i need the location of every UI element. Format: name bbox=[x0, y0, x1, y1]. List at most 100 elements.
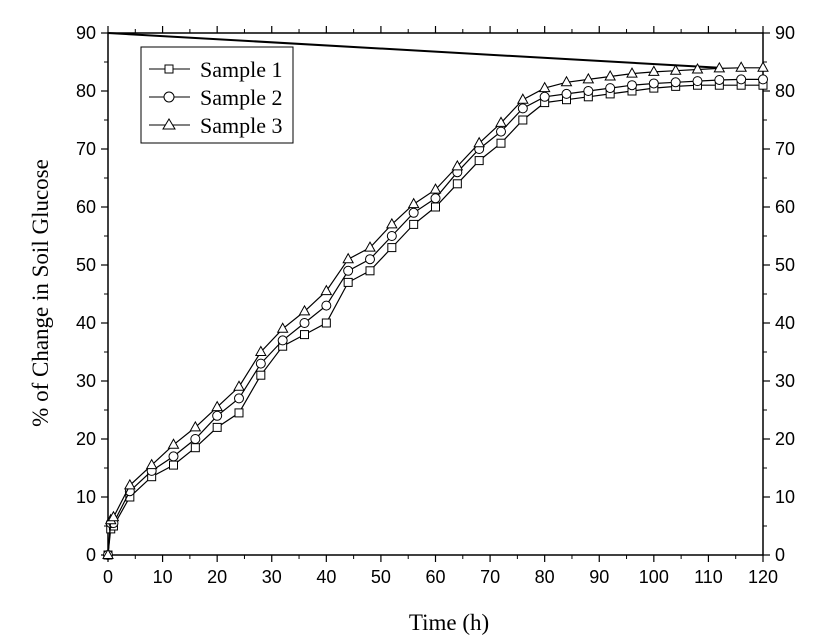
legend-label-sample-1: Sample 1 bbox=[200, 57, 283, 82]
data-point bbox=[343, 277, 353, 287]
data-point bbox=[342, 252, 355, 264]
data-point bbox=[276, 322, 289, 333]
x-tick-label: 30 bbox=[262, 567, 282, 587]
data-point bbox=[627, 80, 637, 91]
data-point bbox=[168, 451, 179, 462]
data-point bbox=[255, 358, 266, 369]
data-point bbox=[386, 231, 397, 241]
data-point bbox=[451, 159, 464, 171]
x-tick-label: 90 bbox=[589, 567, 609, 587]
y-tick-label: 40 bbox=[76, 313, 96, 333]
data-point bbox=[517, 103, 528, 114]
y-tick-label: 10 bbox=[76, 487, 96, 507]
data-point bbox=[474, 156, 484, 166]
data-point bbox=[538, 81, 551, 93]
data-point bbox=[691, 63, 704, 74]
x-tick-label: 80 bbox=[535, 567, 555, 587]
legend-item-sample-3: Sample 3 bbox=[149, 113, 283, 138]
annotation-line bbox=[107, 32, 720, 69]
data-point bbox=[692, 76, 703, 87]
y-tick-label-right: 70 bbox=[775, 139, 795, 159]
y-tick-label-right: 10 bbox=[775, 487, 795, 507]
x-tick-label: 110 bbox=[694, 567, 723, 587]
data-point bbox=[385, 217, 398, 229]
data-point bbox=[190, 443, 200, 453]
data-point bbox=[190, 434, 201, 444]
data-point bbox=[321, 300, 332, 311]
data-point bbox=[256, 370, 266, 380]
data-point bbox=[713, 61, 726, 73]
data-point bbox=[254, 345, 267, 356]
data-point bbox=[212, 422, 222, 432]
data-point bbox=[364, 241, 376, 252]
data-point bbox=[343, 265, 354, 276]
x-tick-label: 60 bbox=[425, 567, 445, 587]
data-point bbox=[560, 75, 573, 87]
x-tick-label: 40 bbox=[316, 567, 336, 587]
data-point bbox=[320, 284, 333, 296]
legend-label-sample-3: Sample 3 bbox=[200, 113, 283, 138]
data-point bbox=[735, 61, 748, 72]
y-tick-label: 50 bbox=[76, 255, 96, 275]
data-point bbox=[561, 88, 572, 99]
data-point bbox=[211, 400, 224, 412]
data-point bbox=[473, 136, 486, 148]
data-point bbox=[300, 330, 309, 340]
y-axis-title: % of Change in Soil Glucose bbox=[28, 159, 53, 427]
y-tick-label-right: 50 bbox=[775, 255, 795, 275]
data-point bbox=[583, 86, 594, 96]
data-point bbox=[495, 116, 507, 127]
data-point bbox=[626, 67, 638, 78]
y-tick-label-right: 40 bbox=[775, 313, 795, 333]
legend-label-sample-2: Sample 2 bbox=[200, 85, 283, 110]
data-point bbox=[234, 393, 244, 404]
series-3 bbox=[102, 61, 769, 559]
data-point bbox=[430, 193, 441, 204]
data-point bbox=[714, 74, 725, 85]
data-point bbox=[123, 478, 136, 490]
data-point bbox=[102, 548, 114, 559]
series-1 bbox=[103, 80, 768, 560]
data-point bbox=[605, 83, 616, 94]
data-point bbox=[407, 197, 420, 209]
x-axis-title: Time (h) bbox=[409, 610, 489, 635]
data-point bbox=[408, 207, 419, 218]
x-tick-label: 50 bbox=[371, 567, 391, 587]
y-tick-label: 30 bbox=[76, 371, 96, 391]
data-point bbox=[167, 438, 180, 449]
y-tick-label-right: 20 bbox=[775, 429, 795, 449]
data-point bbox=[277, 335, 288, 346]
data-point bbox=[321, 318, 331, 328]
y-tick-label: 0 bbox=[86, 545, 96, 565]
data-point bbox=[669, 64, 682, 75]
series-line-2 bbox=[107, 78, 763, 556]
data-point bbox=[670, 77, 681, 88]
data-point bbox=[431, 202, 440, 212]
data-point bbox=[648, 78, 659, 89]
data-point bbox=[604, 69, 617, 81]
legend-item-sample-2: Sample 2 bbox=[149, 85, 283, 110]
data-point bbox=[365, 266, 375, 276]
y-tick-label: 90 bbox=[76, 23, 96, 43]
data-point bbox=[233, 380, 245, 391]
data-point bbox=[516, 93, 529, 104]
x-tick-label: 120 bbox=[748, 567, 778, 587]
data-point bbox=[429, 183, 442, 194]
data-point bbox=[409, 219, 419, 229]
y-tick-label-right: 90 bbox=[775, 23, 795, 43]
y-tick-label-right: 80 bbox=[775, 81, 795, 101]
data-point bbox=[582, 72, 595, 84]
y-tick-label: 80 bbox=[76, 81, 96, 101]
data-point bbox=[365, 254, 375, 265]
series-layer bbox=[102, 61, 769, 560]
data-point bbox=[169, 460, 178, 470]
series-line-1 bbox=[107, 84, 763, 556]
data-point bbox=[387, 243, 397, 253]
x-tick-label: 10 bbox=[153, 567, 173, 587]
data-point bbox=[145, 458, 158, 470]
data-point bbox=[452, 179, 462, 189]
y-tick-label: 60 bbox=[76, 197, 96, 217]
x-tick-label: 100 bbox=[639, 567, 669, 587]
